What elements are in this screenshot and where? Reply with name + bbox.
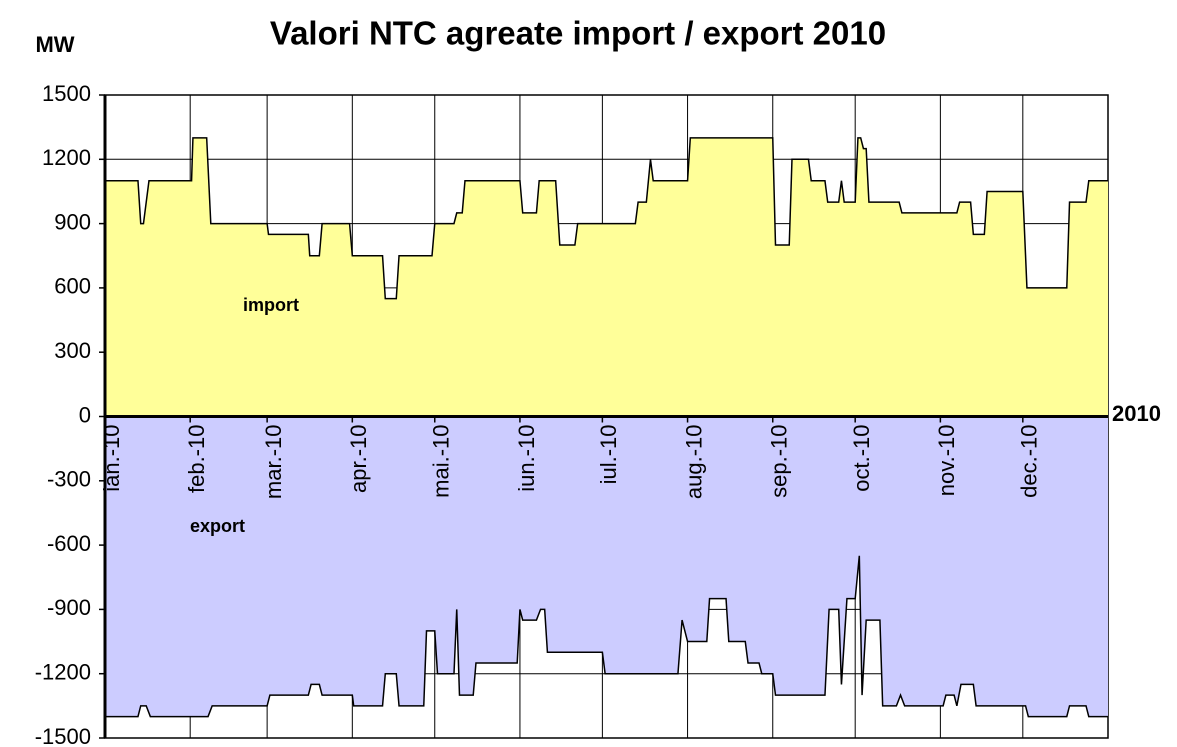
- area: [105, 416, 1108, 717]
- y-tick-label: 900: [54, 209, 91, 234]
- y-tick-label: -300: [47, 467, 91, 492]
- y-tick-label: 600: [54, 274, 91, 299]
- y-tick-label: -1200: [35, 660, 91, 685]
- x-tick-label: mai.-10: [429, 425, 454, 498]
- y-axis-title: MW: [35, 32, 74, 57]
- x-tick-label: iul.-10: [596, 425, 621, 485]
- y-tick-label: 1500: [42, 81, 91, 106]
- series-label: export: [190, 516, 245, 536]
- line: [105, 137, 1108, 300]
- x-tick-label: dec.-10: [1017, 425, 1042, 498]
- x-tick-label: oct.-10: [849, 425, 874, 492]
- x-tick-label: nov.-10: [934, 425, 959, 497]
- x-axis-title: 2010: [1112, 401, 1161, 426]
- x-tick-label: mar.-10: [261, 425, 286, 500]
- x-tick-label: apr.-10: [346, 425, 371, 494]
- x-tick-label: feb.-10: [184, 425, 209, 494]
- series-label: import: [243, 295, 299, 315]
- area: [105, 137, 1108, 417]
- y-tick-label: 300: [54, 338, 91, 363]
- x-tick-label: iun.-10: [514, 425, 539, 492]
- y-tick-label: 0: [79, 402, 91, 427]
- y-tick-label: -600: [47, 531, 91, 556]
- x-tick-label: ian.-10: [99, 425, 124, 492]
- line: [105, 555, 1108, 718]
- y-tick-label: -1500: [35, 724, 91, 747]
- chart-title: Valori NTC agreate import / export 2010: [270, 15, 886, 52]
- y-tick-label: 1200: [42, 145, 91, 170]
- x-tick-label: aug.-10: [681, 425, 706, 500]
- y-tick-label: -900: [47, 595, 91, 620]
- x-tick-label: sep.-10: [767, 425, 792, 498]
